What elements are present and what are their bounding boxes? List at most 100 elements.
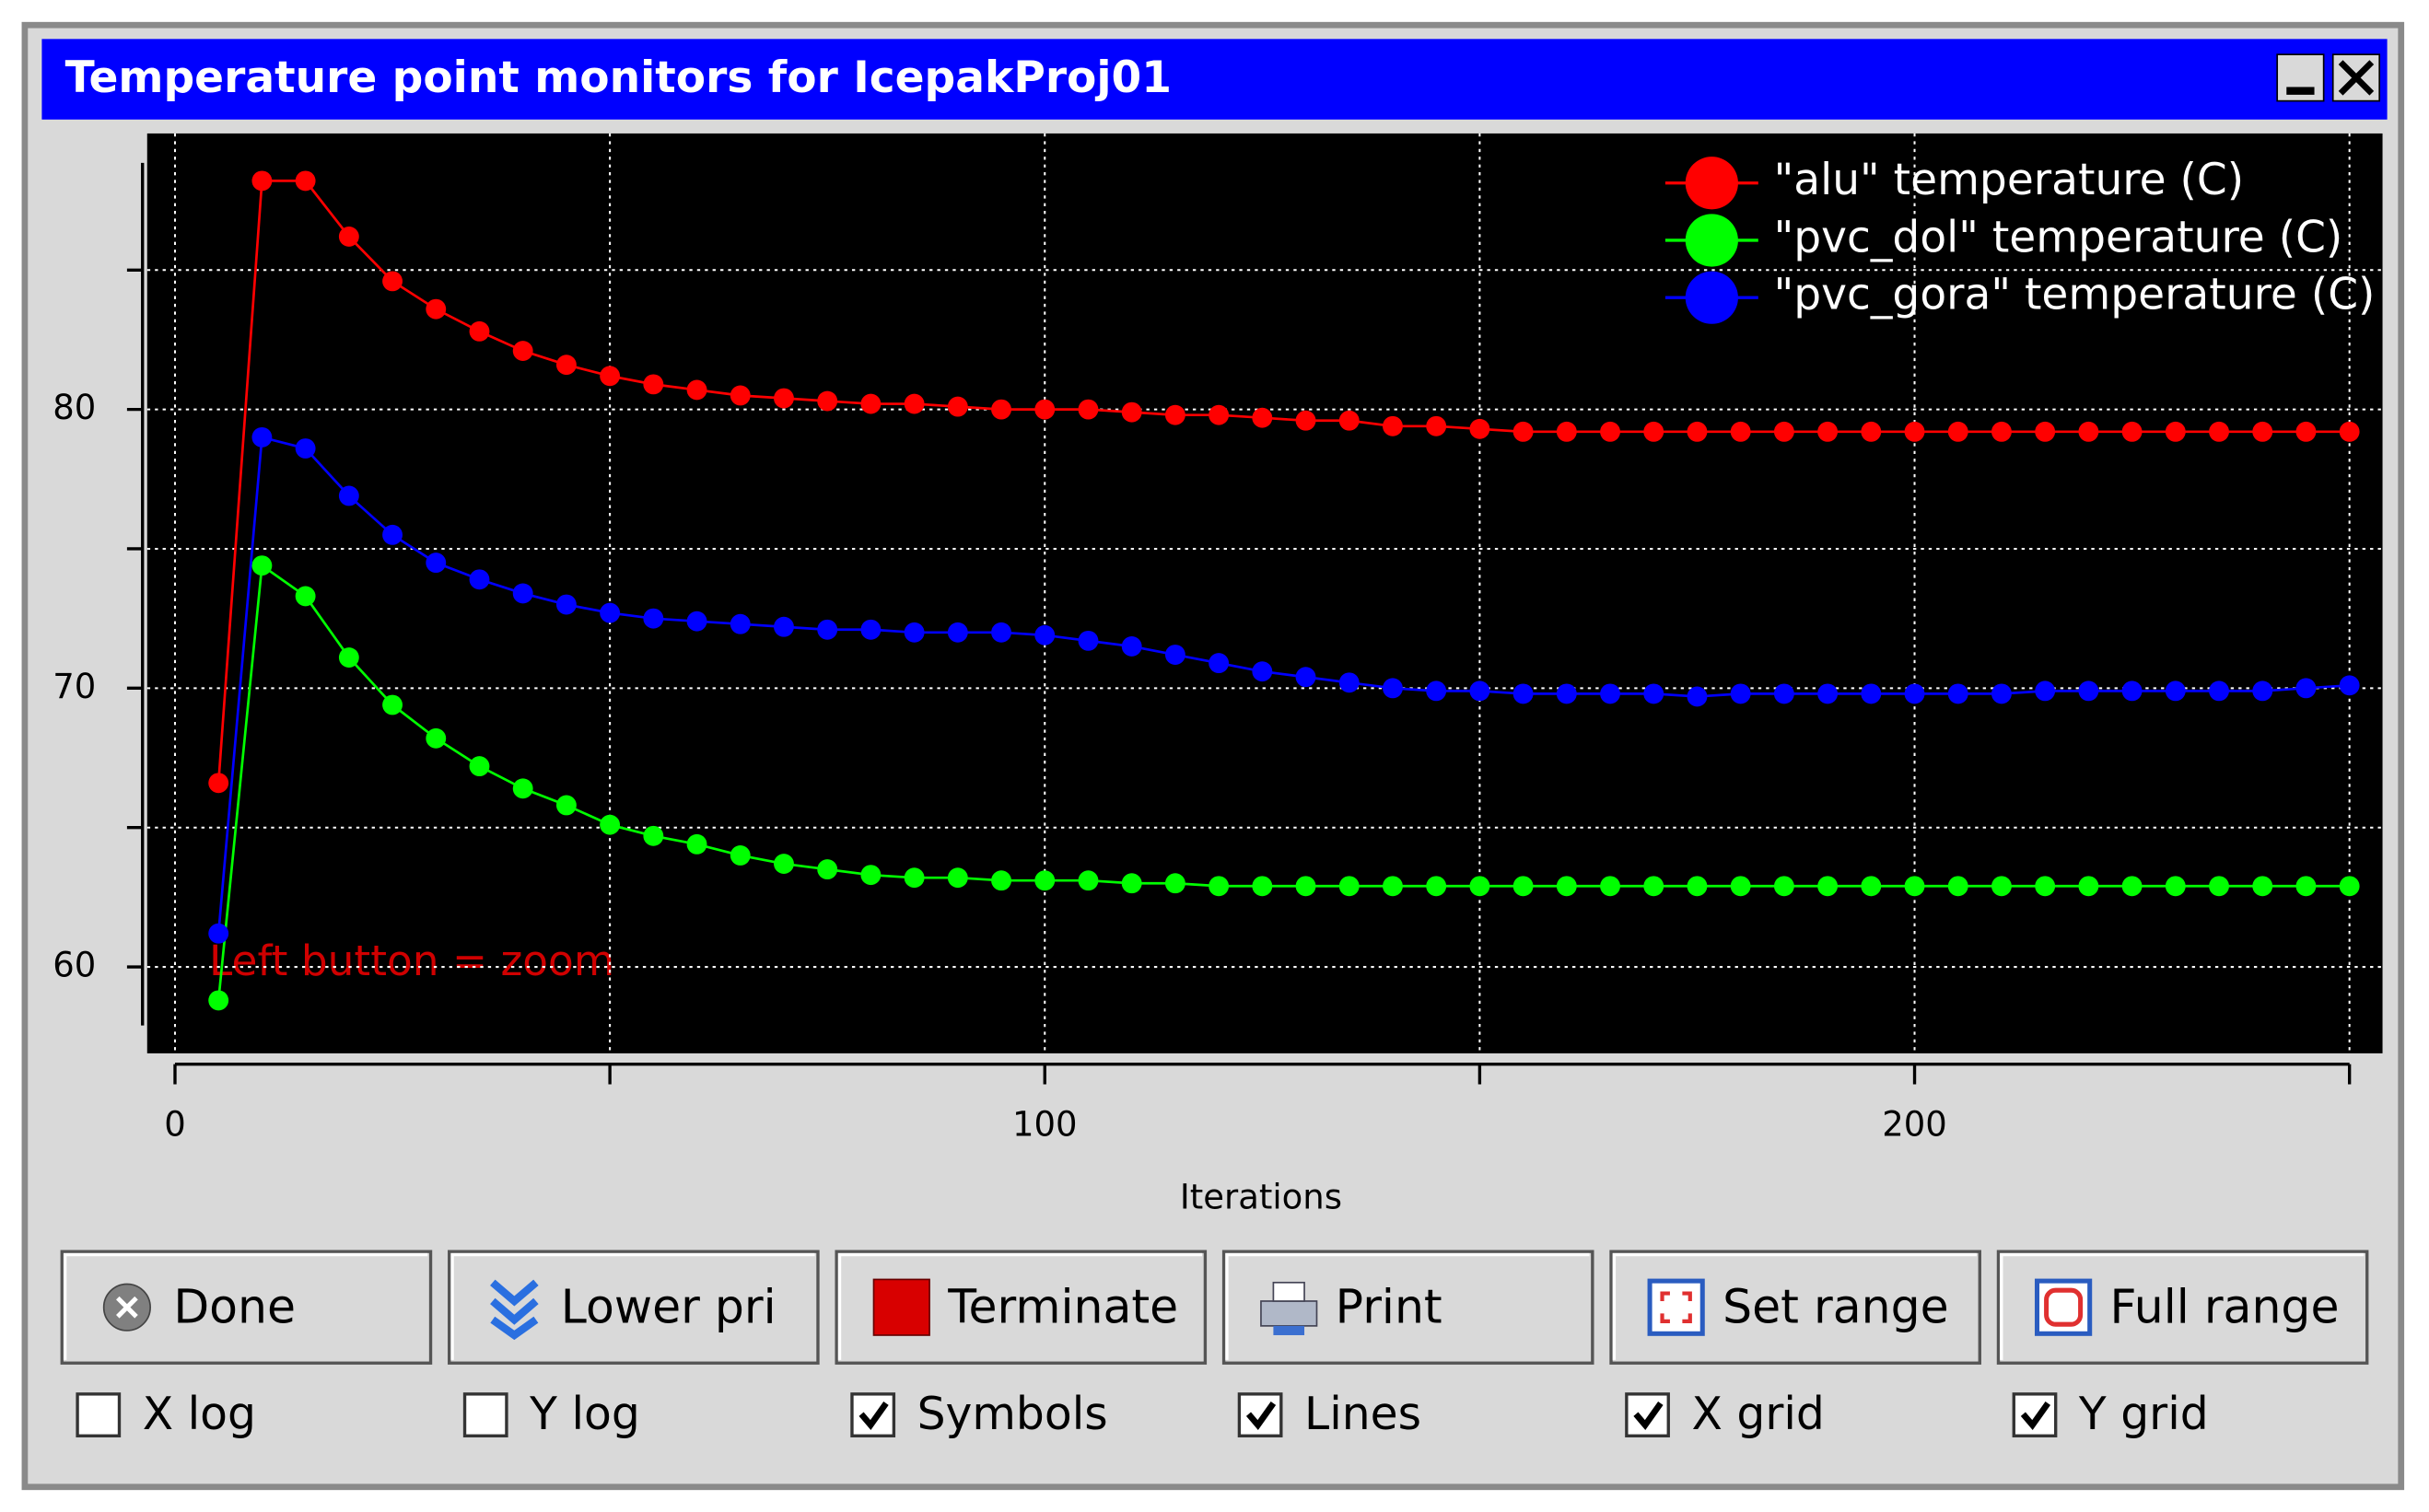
button-icon [490,1279,539,1341]
data-point [1600,876,1620,897]
data-point [382,694,403,715]
data-point [730,845,751,866]
data-point [1730,683,1751,704]
data-point [208,990,229,1011]
data-point [2209,876,2229,897]
button-label[interactable]: Full range [2110,1280,2340,1334]
data-point [1600,683,1620,704]
checkbox-box[interactable] [1237,1392,1283,1437]
button[interactable]: Done [60,1250,433,1365]
button-face[interactable] [835,1250,1208,1365]
data-point [2078,876,2099,897]
y-tick-label: 70 [53,667,96,706]
button-highlight [63,1252,428,1360]
checkbox-box[interactable] [462,1392,508,1437]
checkbox-label[interactable]: X grid [1691,1388,1824,1440]
checkbox[interactable]: Y grid [2012,1388,2209,1440]
button[interactable]: Set range [1609,1250,1981,1365]
data-point [2252,876,2273,897]
data-point [1469,876,1490,897]
data-point [686,833,707,855]
button-label[interactable]: Done [173,1280,296,1334]
data-point [338,647,359,668]
data-point [2035,876,2056,897]
checkbox-label[interactable]: Y grid [2078,1388,2209,1440]
data-point [860,393,882,414]
data-point [2121,680,2143,702]
data-point [1947,683,1968,704]
checkbox-box[interactable] [2012,1392,2058,1437]
y-tick-label: 60 [53,946,96,985]
data-point [1164,645,1185,665]
data-point [2165,680,2186,702]
button[interactable]: Print [1221,1250,1594,1365]
checkbox-box[interactable] [76,1392,122,1437]
checkbox-label[interactable]: Symbols [917,1388,1108,1440]
data-point [1383,415,1403,436]
checkbox-box[interactable] [1625,1392,1670,1437]
data-point [730,613,751,634]
button[interactable]: Full range [1996,1250,2369,1365]
data-point [817,619,838,640]
data-point [426,552,447,574]
data-point [1512,683,1534,704]
data-point [1600,421,1620,442]
data-point [1643,683,1664,704]
button-label[interactable]: Lower pri [561,1280,777,1334]
button-icon [1273,1325,1305,1335]
data-point [382,271,403,292]
data-point [426,298,447,320]
button-label[interactable]: Terminate [947,1280,1178,1334]
data-point [1252,661,1273,682]
data-point [555,795,577,816]
data-point [1426,415,1447,436]
checkbox[interactable]: Lines [1237,1388,1421,1440]
checkbox[interactable]: Symbols [850,1388,1108,1440]
button-face[interactable] [448,1250,820,1365]
data-point [1947,421,1968,442]
data-point [2339,876,2360,897]
button-highlight [450,1252,815,1360]
data-point [686,379,707,401]
data-point [555,355,577,376]
checkbox-label[interactable]: Lines [1304,1388,1421,1440]
data-point [774,388,794,409]
data-point [2165,876,2186,897]
checkbox[interactable]: X grid [1625,1388,1825,1440]
data-point [904,622,925,643]
data-point [1338,672,1360,693]
data-point [2252,421,2273,442]
data-point [600,814,621,835]
data-point [1512,876,1534,897]
data-point [208,923,229,944]
minimize-button[interactable] [2276,53,2325,102]
button-icon [2044,1287,2084,1327]
close-button[interactable] [2331,53,2381,102]
data-point [2035,680,2056,702]
data-point [817,859,838,880]
data-point [2078,680,2099,702]
data-point [382,524,403,545]
checkbox[interactable]: X log [76,1388,256,1440]
button-icon [116,1296,138,1319]
legend-marker [1685,271,1738,324]
button[interactable]: Terminate [835,1250,1208,1365]
data-point [1730,876,1751,897]
button-label[interactable]: Set range [1722,1280,1949,1334]
controls: Done Lower pri Terminate Print Set range Full… [60,1250,2369,1440]
button[interactable]: Lower pri [448,1250,820,1365]
plot: 0 100 200 60 70 80 "alu" temperature (C) "pvc_d… [53,133,2383,1144]
checkbox[interactable]: Y log [462,1388,640,1440]
button-highlight [2000,1252,2365,1360]
button-label[interactable]: Print [1336,1280,1442,1334]
data-point [1861,683,1882,704]
legend-marker [1685,214,1738,267]
data-point [1512,421,1534,442]
checkbox-label[interactable]: X log [143,1388,256,1440]
checkbox-label[interactable]: Y log [529,1388,640,1440]
data-point [1556,876,1577,897]
data-point [947,867,968,889]
data-point [1904,876,1925,897]
checkbox-check [1633,1402,1664,1430]
checkbox-box[interactable] [850,1392,896,1437]
